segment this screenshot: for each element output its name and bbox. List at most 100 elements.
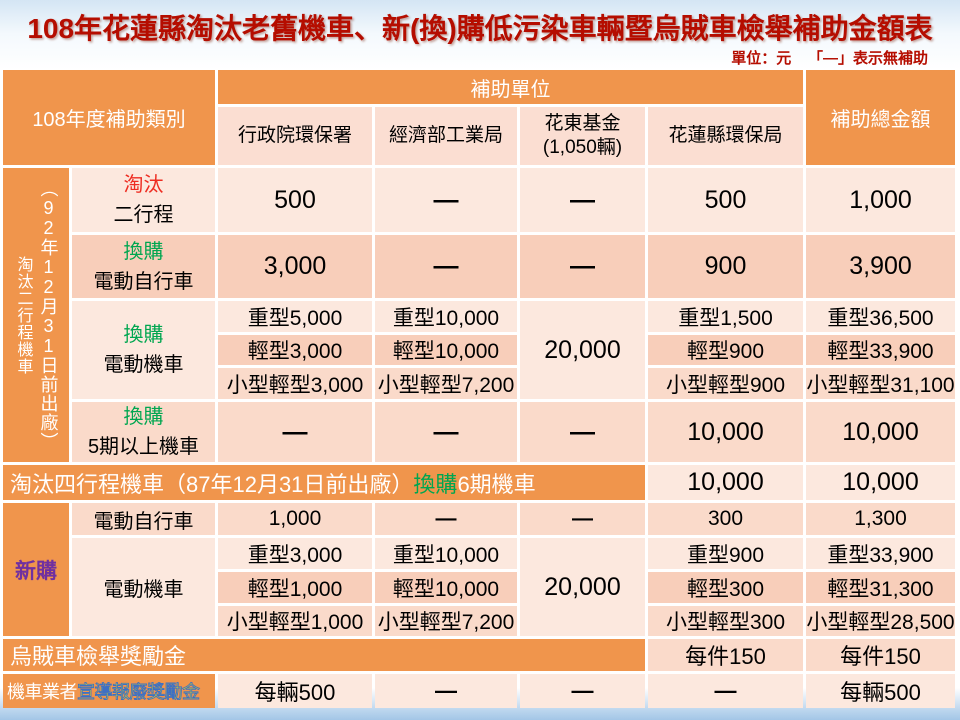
r6-light-epa: 輕型1,000: [218, 572, 372, 603]
side-label-small: 淘汰二行程機車: [14, 255, 32, 375]
r6-mini-total: 小型輕型28,500: [806, 606, 955, 636]
r2-total: 3,900: [806, 235, 955, 298]
r3-mini-moea: 小型輕型7,200: [375, 368, 517, 399]
r1-fund: —: [520, 168, 645, 232]
r1-county: 500: [648, 168, 803, 232]
r3-heavy-county: 重型1,500: [648, 301, 803, 332]
r1-category: 淘汰 二行程: [72, 168, 215, 232]
r6-light-total: 輕型31,300: [806, 572, 955, 603]
r3-mini-epa: 小型輕型3,000: [218, 368, 372, 399]
r6-light-moea: 輕型10,000: [375, 572, 517, 603]
r1-epa: 500: [218, 168, 372, 232]
banner1-post: 6期機車: [457, 471, 536, 497]
dealer-epa: 每輛500: [218, 674, 372, 708]
r4-epa: —: [218, 402, 372, 462]
r2-moea: —: [375, 235, 517, 298]
year-char: 年: [38, 238, 59, 257]
dealer-county: —: [648, 674, 803, 708]
r3-fund-merged: 20,000: [520, 301, 645, 399]
r3-heavy-total: 重型36,500: [806, 301, 955, 332]
header-agency-moea: 經濟部工業局: [375, 107, 517, 165]
r3-item: 電動機車: [103, 354, 184, 376]
r5-county: 300: [648, 503, 803, 535]
r2-item: 電動自行車: [93, 270, 194, 293]
banner1-green: 換購: [413, 471, 458, 497]
dealer-moea: —: [375, 674, 517, 708]
banner2-county: 每件150: [648, 639, 803, 671]
date-tail: 日前出廠）: [38, 356, 59, 451]
page-title: 108年花蓮縣淘汰老舊機車、新(換)購低污染車輛暨烏賊車檢舉補助金額表: [27, 13, 933, 44]
r3-light-epa: 輕型3,000: [218, 335, 372, 365]
r6-mini-epa: 小型輕型1,000: [218, 606, 372, 636]
r3-light-total: 輕型33,900: [806, 335, 955, 365]
r3-mini-total: 小型輕型31,100: [806, 368, 955, 399]
side-label-big: （92年12月31日前出廠）: [36, 179, 62, 451]
r4-fund: —: [520, 402, 645, 462]
r5-moea: —: [375, 503, 517, 535]
month-num: 12: [38, 257, 59, 297]
r4-county: 10,000: [648, 402, 803, 462]
dealer-total: 每輛500: [806, 674, 955, 708]
r2-category: 換購 電動自行車: [72, 235, 215, 298]
day-num: 31: [38, 316, 59, 356]
header-category-cell: 108年度補助類別: [3, 70, 215, 165]
banner-four-stroke: 淘汰四行程機車（87年12月31日前出廠）換購6期機車: [3, 465, 645, 500]
r6-heavy-moea: 重型10,000: [375, 538, 517, 569]
r5-fund: —: [520, 503, 645, 535]
banner1-county: 10,000: [648, 465, 803, 500]
dash-legend: 「—」表示無補助: [807, 50, 928, 67]
fund-capacity: (1,050輛): [542, 137, 623, 158]
r3-light-moea: 輕型10,000: [375, 335, 517, 365]
dealer-label: 機車業者宣導報廢獎勵金: [3, 674, 215, 708]
unit-note: 單位：元 「—」表示無補助: [0, 47, 960, 67]
r4-category: 換購 5期以上機車: [72, 402, 215, 462]
r1-action: 淘汰: [123, 174, 164, 196]
banner1-total: 10,000: [806, 465, 955, 500]
r3-heavy-moea: 重型10,000: [375, 301, 517, 332]
side-label-phase-out: 淘汰二行程機車 （92年12月31日前出廠）: [3, 168, 69, 462]
unit-label: 單位：元: [731, 50, 792, 67]
month-char: 月: [38, 297, 59, 316]
r2-action: 換購: [123, 240, 164, 263]
side-label-new-purchase: 新購: [3, 503, 69, 636]
r6-heavy-county: 重型900: [648, 538, 803, 569]
r6-item: 電動機車: [72, 538, 215, 636]
paren-open: （: [38, 179, 59, 198]
header-agency-county: 花蓮縣環保局: [648, 107, 803, 165]
header-total-cell: 補助總金額: [806, 70, 955, 165]
r3-heavy-epa: 重型5,000: [218, 301, 372, 332]
r4-item: 5期以上機車: [87, 436, 200, 458]
r5-epa: 1,000: [218, 503, 372, 535]
r2-epa: 3,000: [218, 235, 372, 298]
r1-item: 二行程: [113, 204, 174, 226]
banner-smoky-vehicle: 烏賊車檢舉獎勵金: [3, 639, 645, 671]
r3-light-county: 輕型900: [648, 335, 803, 365]
r6-fund-merged: 20,000: [520, 538, 645, 636]
fund-name: 花東基金: [544, 113, 621, 135]
header-agency-epa: 行政院環保署: [218, 107, 372, 165]
dealer-fund: —: [520, 674, 645, 708]
header-unit-group-cell: 補助單位: [218, 70, 803, 104]
subsidy-table: 108年度補助類別 補助單位 補助總金額 行政院環保署 經濟部工業局 花東基金 …: [0, 67, 958, 711]
banner1-pre: 淘汰四行程機車（87年12月31日前出廠）: [10, 471, 414, 497]
dealer-label-yellow: 宣導報廢獎勵金: [77, 682, 201, 703]
r6-mini-moea: 小型輕型7,200: [375, 606, 517, 636]
r4-action: 換購: [123, 406, 164, 428]
header-agency-fund: 花東基金 (1,050輛): [520, 107, 645, 165]
year-num: 92: [38, 198, 59, 238]
r6-light-county: 輕型300: [648, 572, 803, 603]
r1-total: 1,000: [806, 168, 955, 232]
banner2-total: 每件150: [806, 639, 955, 671]
r3-action: 換購: [123, 324, 164, 346]
r3-category: 換購 電動機車: [72, 301, 215, 399]
r3-mini-county: 小型輕型900: [648, 368, 803, 399]
vertical-label: 淘汰二行程機車 （92年12月31日前出廠）: [3, 168, 69, 462]
r6-mini-county: 小型輕型300: [648, 606, 803, 636]
r4-total: 10,000: [806, 402, 955, 462]
r5-item: 電動自行車: [72, 503, 215, 535]
r2-fund: —: [520, 235, 645, 298]
r5-total: 1,300: [806, 503, 955, 535]
r6-heavy-epa: 重型3,000: [218, 538, 372, 569]
r2-county: 900: [648, 235, 803, 298]
dealer-label-white: 機車業者: [7, 682, 78, 702]
